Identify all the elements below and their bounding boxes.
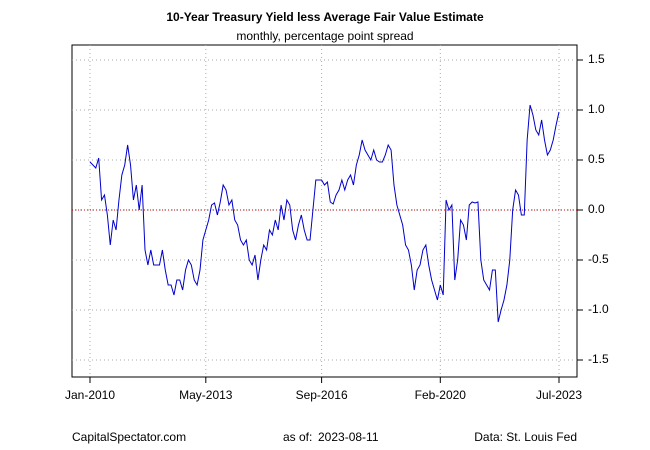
x-tick-label: Feb-2020 bbox=[415, 388, 467, 402]
chart-subtitle: monthly, percentage point spread bbox=[236, 29, 413, 43]
y-tick-label: -1.5 bbox=[588, 352, 609, 366]
chart-title: 10-Year Treasury Yield less Average Fair… bbox=[166, 10, 484, 24]
series-line bbox=[89, 104, 560, 323]
footer-data-source: Data: St. Louis Fed bbox=[474, 430, 577, 444]
x-tick-label: May-2013 bbox=[179, 388, 233, 402]
footer-as-of-label: as of: bbox=[283, 430, 312, 444]
x-tick-label: Sep-2016 bbox=[296, 388, 348, 402]
plot-frame bbox=[71, 44, 578, 378]
y-tick-label: 0.0 bbox=[588, 202, 605, 216]
y-tick-label: 1.0 bbox=[588, 102, 605, 116]
y-tick-label: -1.0 bbox=[588, 302, 609, 316]
y-tick-label: -0.5 bbox=[588, 252, 609, 266]
y-tick-label: 0.5 bbox=[588, 152, 605, 166]
x-tick-label: Jul-2023 bbox=[536, 388, 582, 402]
y-tick-label: 1.5 bbox=[588, 52, 605, 66]
footer-source-site: CapitalSpectator.com bbox=[72, 430, 186, 444]
x-tick-label: Jan-2010 bbox=[65, 388, 115, 402]
footer-as-of-date: 2023-08-11 bbox=[318, 430, 379, 444]
